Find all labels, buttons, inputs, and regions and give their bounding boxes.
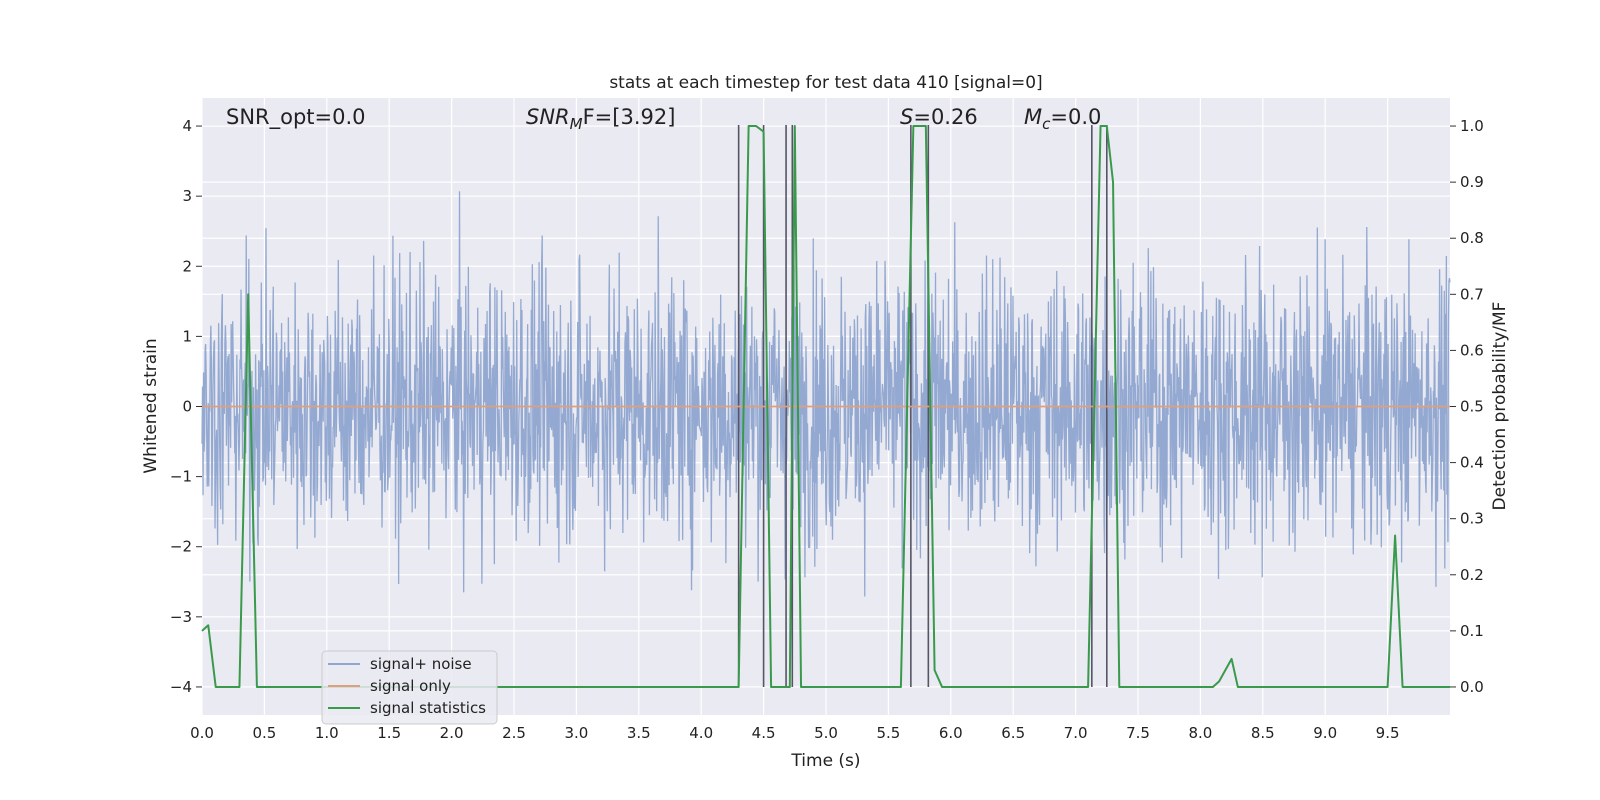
annotation-mc-sub: c xyxy=(1042,115,1051,133)
x-axis-label: Time (s) xyxy=(790,751,860,771)
signal-noise-series xyxy=(201,191,1451,597)
annotation-snr-mf: SNRMF=[3.92] xyxy=(526,105,675,133)
y-tick-labels-left: 4 3 2 1 0 −1 −2 −3 −4 xyxy=(170,117,202,696)
x-tick-label: 8.0 xyxy=(1188,724,1212,742)
y-tick-labels-right: 1.0 0.9 0.8 0.7 0.6 0.5 0.4 0.3 0.2 0.1 0.0 xyxy=(1450,117,1484,696)
y-tick-label-right: 0.2 xyxy=(1460,566,1484,584)
x-tick-labels: 0.0 0.5 1.0 1.5 2.0 2.5 3.0 3.5 4.0 4.5 5.0 5.5 6.0 6… xyxy=(190,724,1399,742)
y-tick-label-right: 0.0 xyxy=(1460,678,1484,696)
x-tick-label: 8.5 xyxy=(1251,724,1275,742)
x-tick-label: 7.0 xyxy=(1064,724,1088,742)
legend-label-signal-only: signal only xyxy=(370,677,451,695)
y-tick-label-right: 0.3 xyxy=(1460,510,1484,528)
x-tick-label: 3.5 xyxy=(627,724,651,742)
y-tick-label-right: 0.7 xyxy=(1460,285,1484,303)
x-tick-label: 5.5 xyxy=(876,724,900,742)
y-axis-label-right: Detection probability/MF xyxy=(1490,302,1510,511)
y-tick-label-right: 1.0 xyxy=(1460,117,1484,135)
legend-label-signal-noise: signal+ noise xyxy=(370,655,472,673)
x-tick-label: 4.5 xyxy=(752,724,776,742)
y-tick-label-right: 0.4 xyxy=(1460,454,1484,472)
x-tick-label: 1.0 xyxy=(315,724,339,742)
x-tick-label: 7.5 xyxy=(1126,724,1150,742)
y-tick-label-left: −2 xyxy=(170,538,192,556)
annotation-mc-var: M xyxy=(1024,105,1042,129)
x-tick-label: 9.5 xyxy=(1376,724,1400,742)
y-tick-label-right: 0.9 xyxy=(1460,173,1484,191)
y-tick-label-left: −1 xyxy=(170,468,192,486)
x-tick-label: 6.0 xyxy=(939,724,963,742)
y-tick-label-left: 2 xyxy=(182,257,192,275)
y-tick-label-right: 0.1 xyxy=(1460,622,1484,640)
legend: signal+ noise signal only signal statist… xyxy=(321,650,498,725)
annotation-snr-mf-value: F=[3.92] xyxy=(583,105,676,129)
y-axis-label-left: Whitened strain xyxy=(141,338,161,473)
x-tick-label: 2.5 xyxy=(502,724,526,742)
y-tick-label-left: −3 xyxy=(170,608,192,626)
y-tick-label-right: 0.5 xyxy=(1460,398,1484,416)
annotation-mc-value: =0.0 xyxy=(1050,105,1101,129)
x-tick-label: 0.0 xyxy=(190,724,214,742)
annotation-s: S=0.26 xyxy=(900,105,978,129)
annotation-s-value: =0.26 xyxy=(913,105,977,129)
annotation-s-var: S xyxy=(900,105,913,129)
y-tick-label-left: 1 xyxy=(182,327,192,345)
y-tick-label-right: 0.6 xyxy=(1460,341,1484,359)
x-tick-label: 6.5 xyxy=(1001,724,1025,742)
annotation-snr-mf-var: SNR xyxy=(526,105,570,129)
y-tick-label-left: 0 xyxy=(182,398,192,416)
legend-label-signal-statistics: signal statistics xyxy=(370,699,486,717)
y-tick-label-left: 3 xyxy=(182,187,192,205)
x-tick-label: 0.5 xyxy=(252,724,276,742)
y-tick-label-left: −4 xyxy=(170,678,192,696)
x-tick-label: 9.0 xyxy=(1313,724,1337,742)
y-tick-label-left: 4 xyxy=(182,117,192,135)
series-signal-noise-line xyxy=(201,191,1451,597)
chart-title: stats at each timestep for test data 410… xyxy=(609,73,1042,93)
annotation-snr-mf-sub: M xyxy=(570,115,583,133)
x-tick-label: 2.0 xyxy=(440,724,464,742)
legend-box xyxy=(321,650,498,725)
annotation-mc: Mc=0.0 xyxy=(1024,105,1101,133)
annotation-snr-opt: SNR_opt=0.0 xyxy=(226,105,366,130)
x-tick-label: 4.0 xyxy=(689,724,713,742)
x-tick-label: 1.5 xyxy=(377,724,401,742)
y-tick-label-right: 0.8 xyxy=(1460,229,1484,247)
x-tick-label: 3.0 xyxy=(564,724,588,742)
x-tick-label: 5.0 xyxy=(814,724,838,742)
